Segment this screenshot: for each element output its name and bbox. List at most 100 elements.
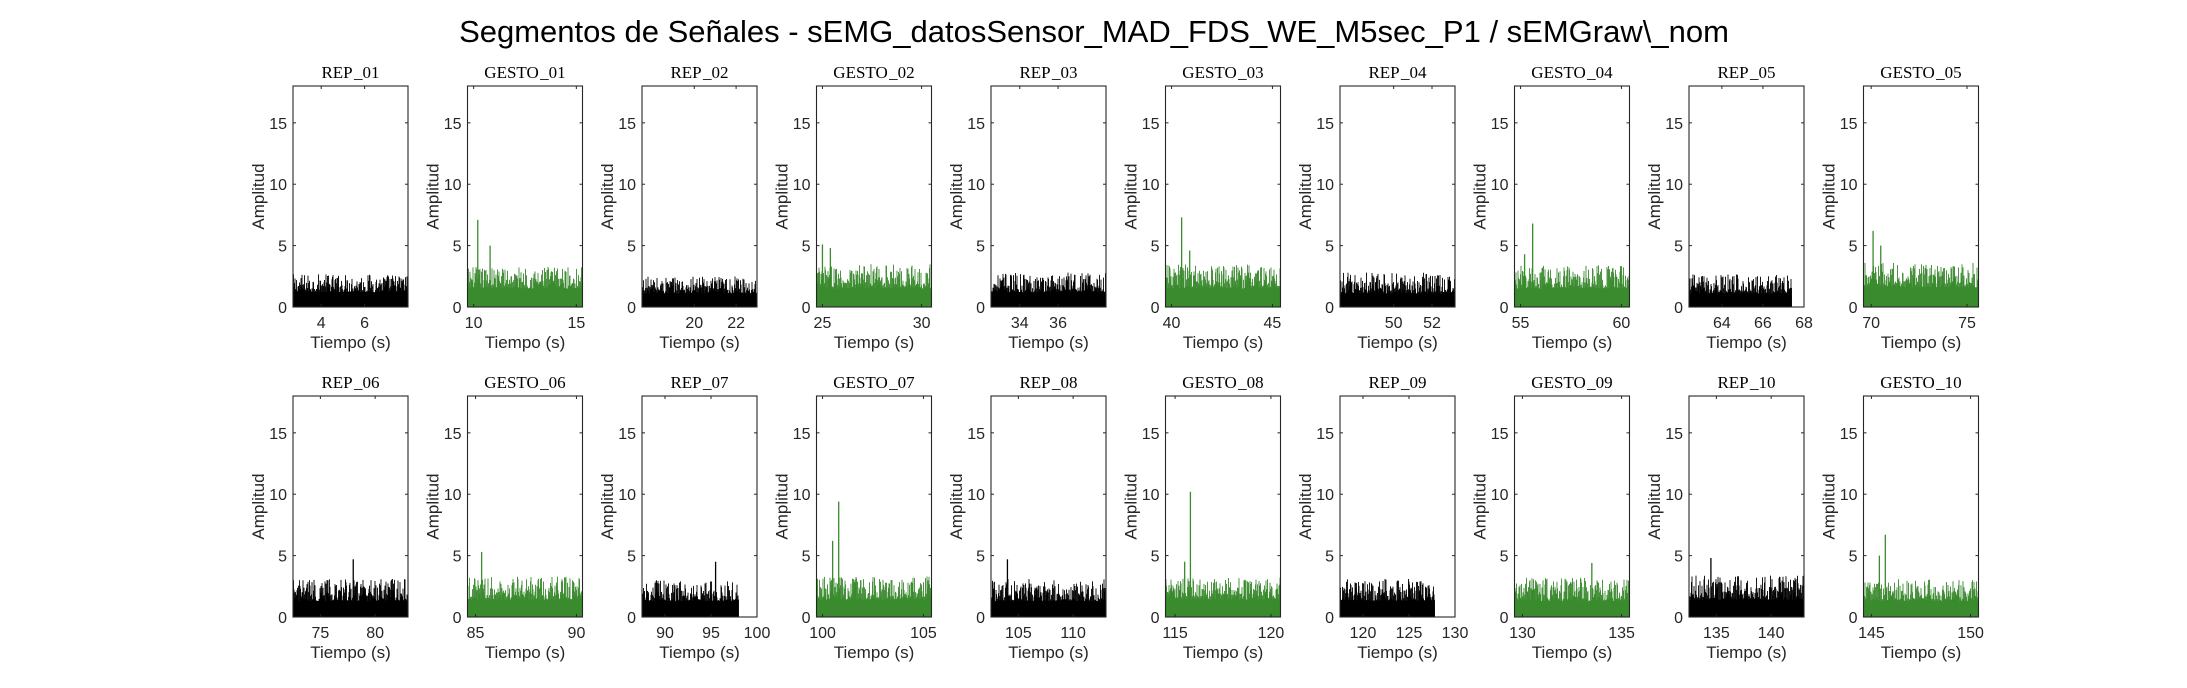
signal-floor (1689, 604, 1804, 617)
x-axis-label: Tiempo (s) (1881, 333, 1962, 352)
x-tick-label: 130 (1442, 625, 1469, 642)
subplot-rep-05: 0 5 10 15 64 66 68 REP _05 Tiempo (s) Amplitud (1645, 63, 1813, 352)
x-tick-label: 95 (702, 625, 720, 642)
x-tick-label: 105 (1005, 625, 1032, 642)
axes-frame (1164, 395, 1282, 618)
x-tick-label: 100 (809, 625, 836, 642)
y-tick-label: 5 (1151, 239, 1160, 256)
y-tick-label: 5 (1500, 549, 1509, 566)
y-tick-label: 5 (1849, 549, 1858, 566)
y-tick-label: 10 (1840, 177, 1858, 194)
x-tick-label: 140 (1758, 625, 1785, 642)
x-tick-label: 4 (317, 315, 326, 332)
y-tick-label: 15 (793, 116, 811, 133)
subplot-rep-10: 0 5 10 15 135 140 REP _10 Tiempo (s) Amplitud (1645, 373, 1805, 662)
y-axis-label: Amplitud (1296, 473, 1315, 539)
x-tick-label: 64 (1713, 315, 1731, 332)
axes-frame (1513, 85, 1631, 308)
axes-frame (1862, 85, 1980, 308)
subplot-title: GESTO _10 (1880, 373, 1961, 392)
axes-frame (1862, 395, 1980, 618)
x-tick-label: 34 (1011, 315, 1029, 332)
x-tick-label: 150 (1957, 625, 1984, 642)
subplot-title: REP _06 (321, 373, 379, 392)
signal-trace (816, 501, 932, 617)
x-tick-label: 52 (1423, 315, 1441, 332)
x-tick-label: 25 (814, 315, 832, 332)
subplot-rep-06: 0 5 10 15 75 80 REP _06 Tiempo (s) Amplitud (249, 373, 409, 662)
x-axis-label: Tiempo (s) (1881, 643, 1962, 662)
x-axis-label: Tiempo (s) (659, 643, 740, 662)
y-axis-label: Amplitud (1471, 473, 1490, 539)
y-tick-label: 10 (269, 177, 287, 194)
y-axis-label: Amplitud (1296, 163, 1315, 229)
subplot-rep-09: 0 5 10 15 120 125 130 REP _09 Tiempo (s) Amplitud (1296, 373, 1468, 662)
x-tick-label: 130 (1509, 625, 1536, 642)
y-tick-label: 0 (627, 300, 636, 317)
x-tick-label: 125 (1396, 625, 1423, 642)
signal-floor (293, 295, 408, 307)
y-tick-label: 5 (1325, 239, 1334, 256)
y-tick-label: 0 (1325, 610, 1334, 627)
signal-trace (816, 244, 932, 307)
x-axis-label: Tiempo (s) (834, 643, 915, 662)
x-tick-label: 6 (360, 315, 369, 332)
x-tick-label: 75 (1958, 315, 1976, 332)
x-tick-label: 105 (910, 625, 937, 642)
y-axis-label: Amplitud (1645, 163, 1664, 229)
y-tick-label: 15 (618, 116, 636, 133)
signal-floor (1165, 604, 1281, 617)
y-axis-label: Amplitud (1122, 163, 1141, 229)
axes-frame (641, 85, 758, 308)
subplot-gesto-05: 0 5 10 15 70 75 GESTO _05 Tiempo (s) Amplitud (1820, 63, 1980, 352)
y-axis-label: Amplitud (1471, 163, 1490, 229)
y-tick-label: 10 (1142, 487, 1160, 504)
axes-frame (1164, 85, 1282, 308)
y-tick-label: 10 (1665, 177, 1683, 194)
y-tick-label: 10 (1491, 177, 1509, 194)
subplot-title: GESTO _01 (484, 63, 565, 82)
signal-trace (1165, 491, 1281, 617)
y-tick-label: 10 (1316, 177, 1334, 194)
y-tick-label: 15 (1142, 116, 1160, 133)
y-axis-label: Amplitud (947, 163, 966, 229)
y-tick-label: 10 (444, 177, 462, 194)
x-tick-label: 68 (1795, 315, 1813, 332)
x-tick-label: 80 (366, 625, 384, 642)
y-tick-label: 15 (967, 426, 985, 443)
x-tick-label: 85 (467, 625, 485, 642)
axes-frame (292, 395, 409, 618)
y-axis-label: Amplitud (424, 473, 443, 539)
x-tick-label: 120 (1350, 625, 1377, 642)
subplot-rep-04: 0 5 10 15 50 52 REP _04 Tiempo (s) Amplitud (1296, 63, 1456, 352)
signal-floor (1165, 293, 1281, 307)
x-axis-label: Tiempo (s) (1357, 643, 1438, 662)
x-tick-label: 45 (1264, 315, 1282, 332)
y-tick-label: 5 (1674, 239, 1683, 256)
x-tick-label: 40 (1163, 315, 1181, 332)
axes-frame (1339, 85, 1456, 308)
y-tick-label: 0 (976, 300, 985, 317)
x-tick-label: 90 (568, 625, 586, 642)
x-tick-label: 10 (465, 315, 483, 332)
y-tick-label: 5 (802, 549, 811, 566)
subplot-gesto-09: 0 5 10 15 130 135 GESTO _09 Tiempo (s) Amplitud (1471, 373, 1636, 662)
subplot-title: REP _02 (670, 63, 728, 82)
y-tick-label: 0 (1500, 300, 1509, 317)
y-tick-label: 15 (618, 426, 636, 443)
y-tick-label: 10 (793, 487, 811, 504)
figure-title: Segmentos de Señales - sEMG_datosSensor_… (459, 14, 1729, 49)
y-axis-label: Amplitud (773, 163, 792, 229)
y-tick-label: 0 (1674, 610, 1683, 627)
signal-floor (991, 605, 1106, 617)
axes-frame (1339, 395, 1456, 618)
y-tick-label: 5 (976, 239, 985, 256)
y-tick-label: 15 (444, 116, 462, 133)
subplot-title: REP _07 (670, 373, 729, 392)
subplot-title: GESTO _05 (1880, 63, 1961, 82)
signal-floor (816, 293, 932, 307)
y-tick-label: 15 (269, 426, 287, 443)
y-tick-label: 10 (618, 487, 636, 504)
x-tick-label: 145 (1858, 625, 1885, 642)
